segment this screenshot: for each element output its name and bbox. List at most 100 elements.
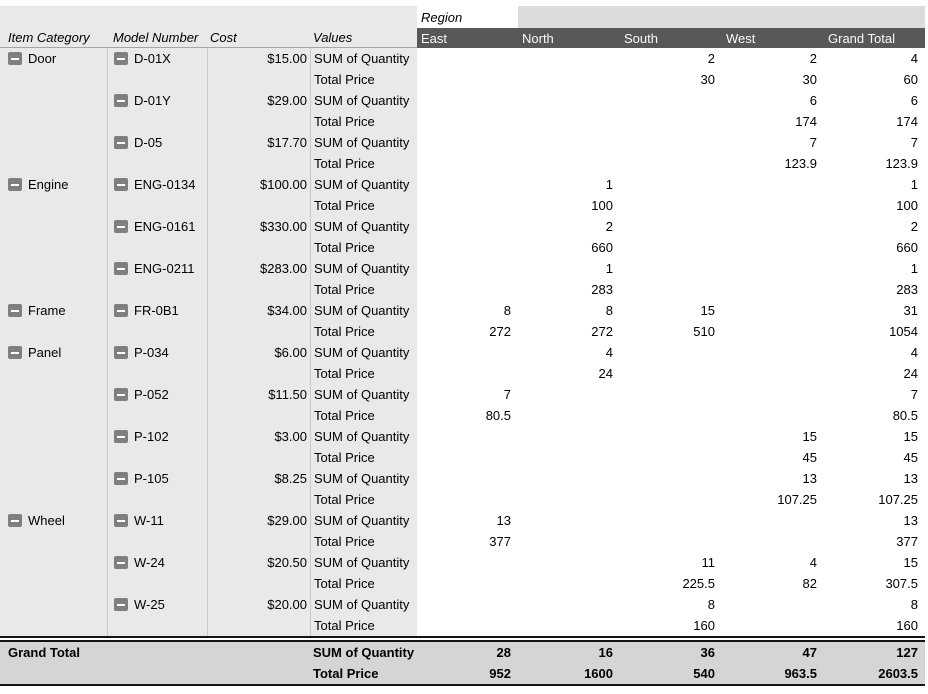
data-cell-north[interactable] bbox=[518, 90, 620, 111]
collapse-model-button[interactable] bbox=[114, 598, 128, 611]
collapse-model-button[interactable] bbox=[114, 178, 128, 191]
data-cell-grand-total[interactable]: 2 bbox=[824, 216, 925, 237]
data-cell-west[interactable] bbox=[722, 216, 824, 237]
data-cell-north[interactable] bbox=[518, 69, 620, 90]
data-cell-west[interactable]: 2 bbox=[722, 48, 824, 69]
data-cell-east[interactable] bbox=[417, 90, 518, 111]
data-cell-west[interactable] bbox=[722, 510, 824, 531]
data-cell-grand-total[interactable]: 60 bbox=[824, 69, 925, 90]
data-cell-west[interactable]: 4 bbox=[722, 552, 824, 573]
data-cell-north[interactable] bbox=[518, 153, 620, 174]
data-cell-south[interactable] bbox=[620, 489, 722, 510]
collapse-model-button[interactable] bbox=[114, 94, 128, 107]
collapse-category-button[interactable] bbox=[8, 514, 22, 527]
data-cell-grand-total[interactable]: 123.9 bbox=[824, 153, 925, 174]
data-cell-south[interactable] bbox=[620, 342, 722, 363]
data-cell-west[interactable] bbox=[722, 594, 824, 615]
data-cell-grand-total[interactable]: 660 bbox=[824, 237, 925, 258]
collapse-model-button[interactable] bbox=[114, 514, 128, 527]
data-cell-west[interactable] bbox=[722, 195, 824, 216]
data-cell-north[interactable]: 660 bbox=[518, 237, 620, 258]
data-cell-west[interactable] bbox=[722, 279, 824, 300]
grand-total-cell-south[interactable]: 540 bbox=[620, 663, 722, 684]
data-cell-north[interactable] bbox=[518, 111, 620, 132]
data-cell-north[interactable] bbox=[518, 594, 620, 615]
data-cell-south[interactable]: 510 bbox=[620, 321, 722, 342]
data-cell-west[interactable] bbox=[722, 237, 824, 258]
data-cell-south[interactable] bbox=[620, 132, 722, 153]
data-cell-north[interactable] bbox=[518, 405, 620, 426]
data-cell-grand-total[interactable]: 45 bbox=[824, 447, 925, 468]
data-cell-north[interactable] bbox=[518, 447, 620, 468]
data-cell-east[interactable] bbox=[417, 594, 518, 615]
data-cell-west[interactable] bbox=[722, 615, 824, 636]
collapse-category-button[interactable] bbox=[8, 52, 22, 65]
data-cell-grand-total[interactable]: 107.25 bbox=[824, 489, 925, 510]
data-cell-north[interactable] bbox=[518, 510, 620, 531]
data-cell-west[interactable] bbox=[722, 405, 824, 426]
data-cell-west[interactable]: 82 bbox=[722, 573, 824, 594]
data-cell-east[interactable]: 13 bbox=[417, 510, 518, 531]
data-cell-south[interactable]: 160 bbox=[620, 615, 722, 636]
data-cell-north[interactable] bbox=[518, 552, 620, 573]
data-cell-south[interactable] bbox=[620, 279, 722, 300]
data-cell-east[interactable] bbox=[417, 174, 518, 195]
data-cell-north[interactable]: 283 bbox=[518, 279, 620, 300]
collapse-model-button[interactable] bbox=[114, 136, 128, 149]
data-cell-north[interactable]: 4 bbox=[518, 342, 620, 363]
data-cell-west[interactable] bbox=[722, 531, 824, 552]
data-cell-east[interactable] bbox=[417, 279, 518, 300]
data-cell-grand-total[interactable]: 8 bbox=[824, 594, 925, 615]
data-cell-south[interactable] bbox=[620, 216, 722, 237]
data-cell-grand-total[interactable]: 377 bbox=[824, 531, 925, 552]
collapse-category-button[interactable] bbox=[8, 346, 22, 359]
data-cell-south[interactable] bbox=[620, 384, 722, 405]
data-cell-grand-total[interactable]: 100 bbox=[824, 195, 925, 216]
data-cell-grand-total[interactable]: 15 bbox=[824, 426, 925, 447]
data-cell-grand-total[interactable]: 1054 bbox=[824, 321, 925, 342]
collapse-model-button[interactable] bbox=[114, 472, 128, 485]
data-cell-grand-total[interactable]: 307.5 bbox=[824, 573, 925, 594]
data-cell-east[interactable] bbox=[417, 237, 518, 258]
data-cell-south[interactable]: 2 bbox=[620, 48, 722, 69]
data-cell-grand-total[interactable]: 24 bbox=[824, 363, 925, 384]
data-cell-north[interactable]: 1 bbox=[518, 258, 620, 279]
grand-total-cell-east[interactable]: 952 bbox=[417, 663, 518, 684]
data-cell-south[interactable] bbox=[620, 531, 722, 552]
data-cell-south[interactable]: 15 bbox=[620, 300, 722, 321]
data-cell-west[interactable] bbox=[722, 321, 824, 342]
data-cell-grand-total[interactable]: 31 bbox=[824, 300, 925, 321]
data-cell-grand-total[interactable]: 7 bbox=[824, 384, 925, 405]
data-cell-east[interactable] bbox=[417, 132, 518, 153]
data-cell-west[interactable]: 15 bbox=[722, 426, 824, 447]
data-cell-north[interactable]: 100 bbox=[518, 195, 620, 216]
data-cell-west[interactable] bbox=[722, 300, 824, 321]
data-cell-grand-total[interactable]: 283 bbox=[824, 279, 925, 300]
data-cell-grand-total[interactable]: 15 bbox=[824, 552, 925, 573]
data-cell-grand-total[interactable]: 7 bbox=[824, 132, 925, 153]
data-cell-east[interactable] bbox=[417, 363, 518, 384]
data-cell-east[interactable] bbox=[417, 216, 518, 237]
data-cell-west[interactable]: 107.25 bbox=[722, 489, 824, 510]
data-cell-east[interactable] bbox=[417, 447, 518, 468]
data-cell-east[interactable] bbox=[417, 69, 518, 90]
data-cell-south[interactable] bbox=[620, 426, 722, 447]
data-cell-south[interactable] bbox=[620, 405, 722, 426]
data-cell-grand-total[interactable]: 160 bbox=[824, 615, 925, 636]
data-cell-north[interactable] bbox=[518, 132, 620, 153]
collapse-category-button[interactable] bbox=[8, 304, 22, 317]
data-cell-east[interactable]: 377 bbox=[417, 531, 518, 552]
data-cell-west[interactable] bbox=[722, 342, 824, 363]
data-cell-south[interactable]: 11 bbox=[620, 552, 722, 573]
collapse-model-button[interactable] bbox=[114, 430, 128, 443]
data-cell-south[interactable]: 30 bbox=[620, 69, 722, 90]
grand-total-cell-west[interactable]: 963.5 bbox=[722, 663, 824, 684]
collapse-model-button[interactable] bbox=[114, 346, 128, 359]
data-cell-grand-total[interactable]: 174 bbox=[824, 111, 925, 132]
data-cell-south[interactable] bbox=[620, 153, 722, 174]
grand-total-cell-grand-total[interactable]: 2603.5 bbox=[824, 663, 925, 684]
collapse-category-button[interactable] bbox=[8, 178, 22, 191]
data-cell-south[interactable] bbox=[620, 237, 722, 258]
collapse-model-button[interactable] bbox=[114, 304, 128, 317]
data-cell-west[interactable]: 7 bbox=[722, 132, 824, 153]
